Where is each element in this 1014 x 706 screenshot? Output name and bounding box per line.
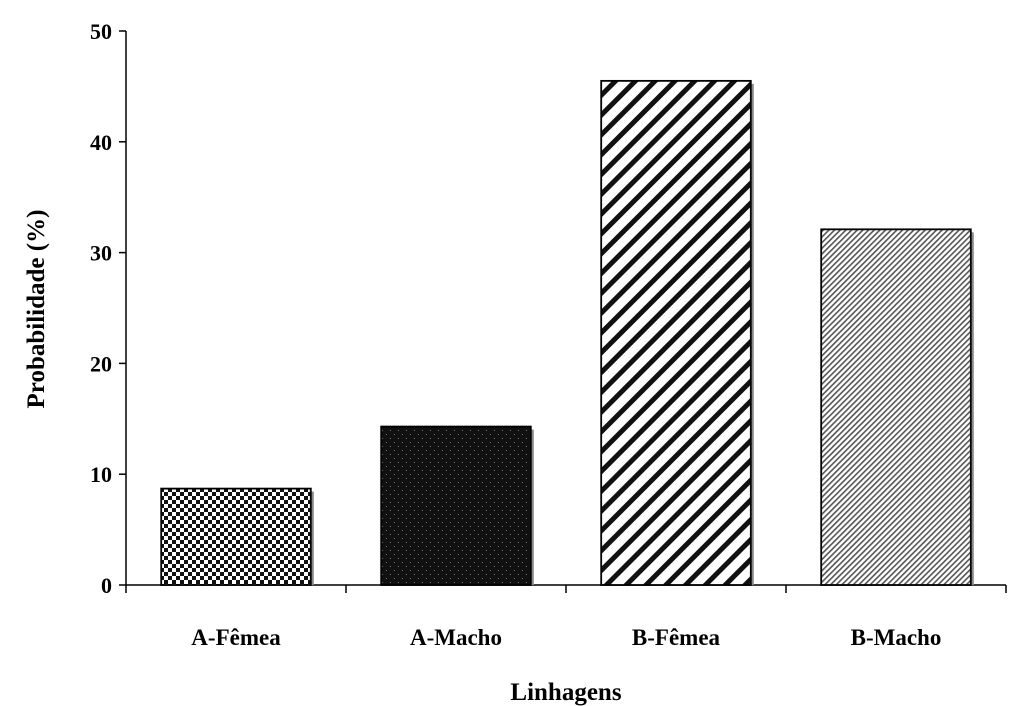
y-tick-label: 0: [101, 573, 112, 598]
y-tick-label: 20: [90, 351, 112, 376]
x-axis-title: Linhagens: [510, 679, 621, 706]
x-axis: [125, 584, 1007, 593]
y-axis: 0 10 20 30 40 50: [90, 19, 127, 598]
x-tick-label: B-Fêmea: [632, 625, 721, 650]
bar-B-Macho: [820, 228, 972, 586]
x-tick-label: A-Fêmea: [191, 625, 281, 650]
bar-A-Macho: [380, 425, 532, 586]
bars: [160, 79, 974, 586]
x-tick-label: A-Macho: [410, 625, 502, 650]
y-axis-title: Probabilidade (%): [23, 210, 50, 409]
y-tick-label: 10: [90, 462, 112, 487]
bar-B-Fêmea: [600, 79, 752, 586]
y-tick-label: 50: [90, 19, 112, 44]
category-labels: A-Fêmea A-Macho B-Fêmea B-Macho: [191, 625, 941, 650]
x-tick-label: B-Macho: [851, 625, 942, 650]
y-tick-label: 30: [90, 241, 112, 266]
bar-A-Fêmea: [160, 487, 312, 586]
y-tick-label: 40: [90, 130, 112, 155]
